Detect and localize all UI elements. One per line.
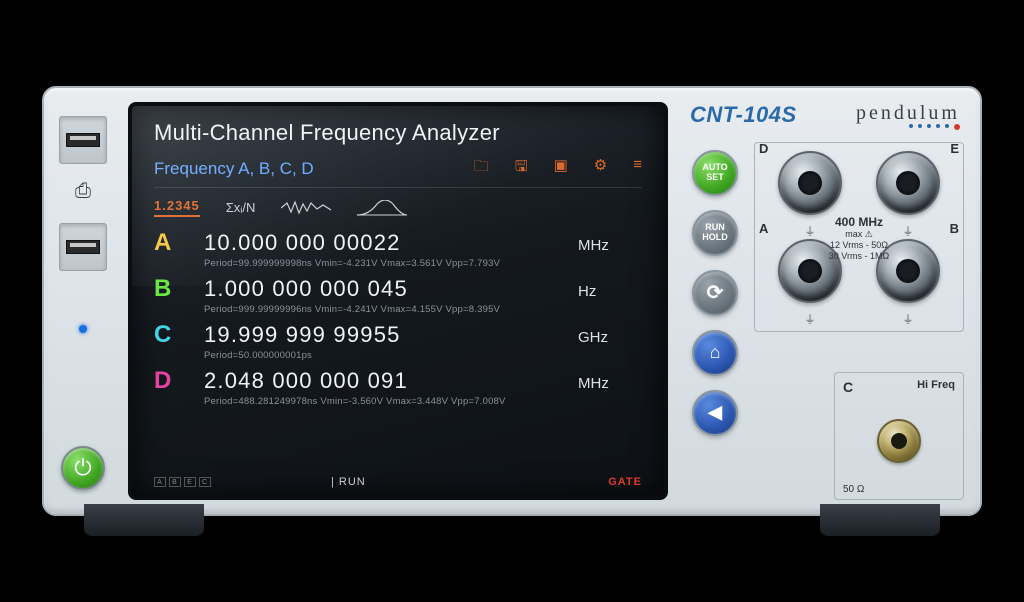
reading-row-d[interactable]: D 2.048 000 000 091 MHz Period=488.28124… — [154, 367, 642, 407]
bnc-quad-box: D E A B ⏚ ⏚ ⏚ ⏚ 400 MHz max ⚠ 12 Vrms - … — [754, 142, 964, 332]
indicator-a: A — [154, 477, 166, 487]
ground-icon: ⏚ — [805, 311, 816, 327]
reading-row-c[interactable]: C 19.999 999 99955 GHz Period=50.0000000… — [154, 321, 642, 361]
screen-title: Multi-Channel Frequency Analyzer — [154, 120, 642, 146]
readings-list: A 10.000 000 00022 MHz Period=99.9999999… — [154, 229, 642, 407]
screen-footer: A B E C | RUN GATE — [154, 476, 642, 488]
channel-label-a: A — [154, 229, 188, 257]
channel-details-c: Period=50.000000001ps — [204, 350, 642, 361]
menu-icon[interactable]: ≡ — [633, 156, 642, 181]
reading-row-a[interactable]: A 10.000 000 00022 MHz Period=99.9999999… — [154, 229, 642, 269]
channel-value-d: 2.048 000 000 091 — [204, 368, 562, 394]
left-panel: ⎙ ⏻ — [44, 88, 122, 514]
tab-histogram[interactable] — [357, 200, 407, 216]
gate-status: GATE — [608, 476, 642, 488]
button-column: AUTOSET RUNHOLD ⟳ ⌂ ◀ — [686, 142, 744, 500]
measurement-mode[interactable]: Frequency A, B, C, D — [154, 159, 474, 179]
hifreq-label: Hi Freq — [843, 379, 955, 391]
screen-bezel: Multi-Channel Frequency Analyzer Frequen… — [122, 88, 674, 514]
status-led — [79, 325, 87, 333]
channel-details-a: Period=99.999999998ns Vmin=-4.231V Vmax=… — [204, 258, 642, 269]
channel-label-d: D — [154, 367, 188, 395]
archive-icon[interactable]: 🗀 — [474, 156, 489, 181]
foot-left — [84, 504, 204, 536]
channel-details-b: Period=999.99999996ns Vmin=-4.241V Vmax=… — [204, 304, 642, 315]
autoset-button[interactable]: AUTOSET — [692, 150, 738, 196]
brand-row: CNT-104S pendulum — [686, 102, 964, 142]
connector-area: D E A B ⏚ ⏚ ⏚ ⏚ 400 MHz max ⚠ 12 Vrms - … — [754, 142, 964, 500]
model-number: CNT-104S — [690, 102, 797, 128]
foot-right — [820, 504, 940, 536]
brand-logo: pendulum — [856, 102, 960, 125]
back-button[interactable]: ◀ — [692, 390, 738, 436]
channel-label-c: C — [154, 321, 188, 349]
usb-port-2[interactable] — [59, 223, 107, 271]
bnc-connector-e[interactable] — [876, 151, 940, 215]
tab-stats[interactable]: Σxᵢ/N — [226, 200, 256, 215]
hifreq-box: C Hi Freq 50 Ω — [834, 372, 964, 500]
run-hold-button[interactable]: RUNHOLD — [692, 210, 738, 256]
indicator-c: C — [199, 477, 211, 487]
sma-connector-c[interactable] — [877, 419, 921, 463]
connector-label-c: C — [843, 379, 853, 395]
usb-port-1[interactable] — [59, 116, 107, 164]
indicator-e: E — [184, 477, 196, 487]
tab-timedomain[interactable] — [281, 200, 331, 216]
save-icon[interactable]: 🖫 — [515, 156, 528, 181]
usb-icon: ⎙ — [75, 180, 91, 203]
channel-value-b: 1.000 000 000 045 — [204, 276, 562, 302]
channel-indicators: A B E C — [154, 477, 211, 487]
home-button[interactable]: ⌂ — [692, 330, 738, 376]
power-button[interactable]: ⏻ — [61, 446, 105, 490]
channel-details-d: Period=488.281249978ns Vmin=-3.560V Vmax… — [204, 396, 642, 407]
crop-icon[interactable]: ▣ — [554, 156, 568, 181]
channel-unit-d: MHz — [578, 375, 642, 392]
ground-icon: ⏚ — [903, 311, 914, 327]
indicator-b: B — [169, 477, 181, 487]
bnc-connector-d[interactable] — [778, 151, 842, 215]
screen-toolbar: Frequency A, B, C, D 🗀 🖫 ▣ ⚙ ≡ — [154, 156, 642, 188]
refresh-button[interactable]: ⟳ — [692, 270, 738, 316]
channel-unit-c: GHz — [578, 329, 642, 346]
channel-label-b: B — [154, 275, 188, 303]
gear-icon[interactable]: ⚙ — [594, 156, 607, 181]
channel-unit-a: MHz — [578, 237, 642, 254]
instrument-chassis: ⎙ ⏻ Multi-Channel Frequency Analyzer Fre… — [42, 86, 982, 516]
channel-value-a: 10.000 000 00022 — [204, 230, 562, 256]
tab-numeric[interactable]: 1.2345 — [154, 198, 200, 217]
channel-unit-b: Hz — [578, 283, 642, 300]
impedance-label: 50 Ω — [843, 484, 864, 495]
right-panel: CNT-104S pendulum AUTOSET RUNHOLD ⟳ ⌂ ◀ … — [674, 88, 980, 514]
channel-value-c: 19.999 999 99955 — [204, 322, 562, 348]
rating-block: 400 MHz max ⚠ 12 Vrms - 50Ω 30 Vrms - 1M… — [755, 215, 963, 262]
display-screen[interactable]: Multi-Channel Frequency Analyzer Frequen… — [128, 102, 668, 500]
run-status: | RUN — [331, 476, 366, 488]
view-tabs: 1.2345 Σxᵢ/N — [154, 198, 642, 217]
reading-row-b[interactable]: B 1.000 000 000 045 Hz Period=999.999999… — [154, 275, 642, 315]
